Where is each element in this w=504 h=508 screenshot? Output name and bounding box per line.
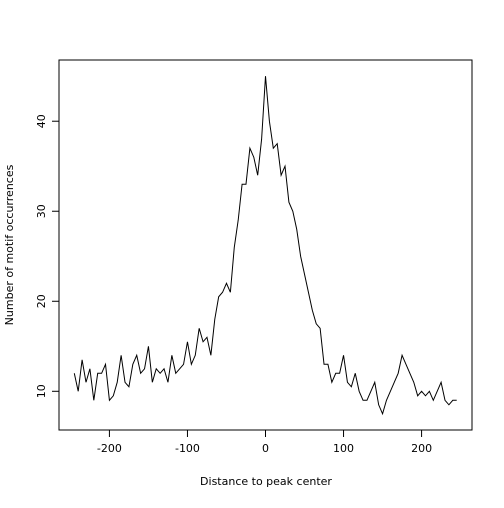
x-axis-label: Distance to peak center <box>200 475 332 488</box>
x-tick-label: -200 <box>97 442 122 455</box>
y-tick-label: 20 <box>35 294 48 308</box>
y-tick-label: 30 <box>35 204 48 218</box>
data-line <box>73 76 457 416</box>
y-axis-label: Number of motif occurrences <box>3 164 16 325</box>
y-tick-label: 10 <box>35 384 48 398</box>
y-tick-label: 40 <box>35 114 48 128</box>
x-tick-label: -100 <box>175 442 200 455</box>
x-tick-label: 100 <box>333 442 354 455</box>
x-tick-label: 0 <box>262 442 269 455</box>
x-tick-label: 200 <box>411 442 432 455</box>
